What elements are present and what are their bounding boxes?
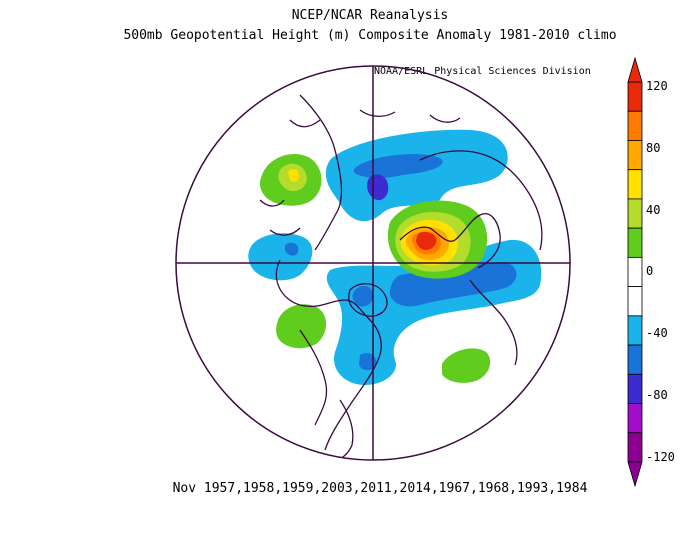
colorbar-bottom-arrow xyxy=(627,461,643,488)
coast-europe xyxy=(399,213,501,269)
colorbar-segment xyxy=(627,373,643,404)
anomaly-pos120-europe xyxy=(416,231,437,250)
coast-central-america xyxy=(299,329,328,426)
colorbar-segment xyxy=(627,403,643,434)
anomaly-neg40-low xyxy=(359,353,377,371)
coast-south-america xyxy=(334,399,354,460)
colorbar-segment xyxy=(627,140,643,171)
coast-hudson-bay xyxy=(348,283,388,317)
anomaly-neg20-west xyxy=(248,233,313,281)
coast-pacific-islands xyxy=(259,199,301,236)
anomaly-pos60-northwest xyxy=(288,168,300,182)
coast-north-america xyxy=(275,259,382,451)
chart-title-line2: 500mb Geopotential Height (m) Composite … xyxy=(123,28,617,43)
colorbar-label-neg40: -40 xyxy=(646,326,668,340)
anomaly-pos20-west xyxy=(276,304,327,349)
colorbar-segment xyxy=(627,198,643,229)
colorbar-segment xyxy=(627,344,643,375)
coast-greenland xyxy=(299,94,343,251)
colorbar-segment xyxy=(627,81,643,112)
colorbar-segment xyxy=(627,110,643,141)
coast-arctic-islands xyxy=(289,109,461,128)
credit-label: NOAA/ESRL Physical Sciences Division xyxy=(374,66,591,77)
colorbar-label-0: 0 xyxy=(646,264,654,278)
anomaly-neg40-west xyxy=(285,242,299,256)
anomaly-neg20-north xyxy=(325,129,508,222)
colorbar-top-arrow xyxy=(627,56,643,83)
anomaly-neg40-southwest xyxy=(352,285,374,307)
colorbar-label-neg80: -80 xyxy=(646,388,668,402)
anomaly-pos20-southeast xyxy=(442,348,491,383)
colorbar xyxy=(627,56,643,488)
colorbar-label-80: 80 xyxy=(646,141,661,155)
colorbar-label-40: 40 xyxy=(646,203,661,217)
coast-asia xyxy=(419,150,543,251)
colorbar-segment xyxy=(627,315,643,346)
colorbar-segment xyxy=(627,286,643,317)
composite-years-caption: Nov 1957,1958,1959,2003,2011,2014,1967,1… xyxy=(172,481,588,496)
colorbar-segment xyxy=(627,227,643,258)
colorbar-label-120: 120 xyxy=(646,79,668,93)
colorbar-segment xyxy=(627,169,643,200)
coast-africa xyxy=(469,279,518,366)
anomaly-fields xyxy=(248,129,542,385)
colorbar-segment xyxy=(627,432,643,463)
colorbar-segment xyxy=(627,256,643,288)
colorbar-label-neg120: -120 xyxy=(646,450,675,464)
chart-title-line1: NCEP/NCAR Reanalysis xyxy=(291,8,449,23)
